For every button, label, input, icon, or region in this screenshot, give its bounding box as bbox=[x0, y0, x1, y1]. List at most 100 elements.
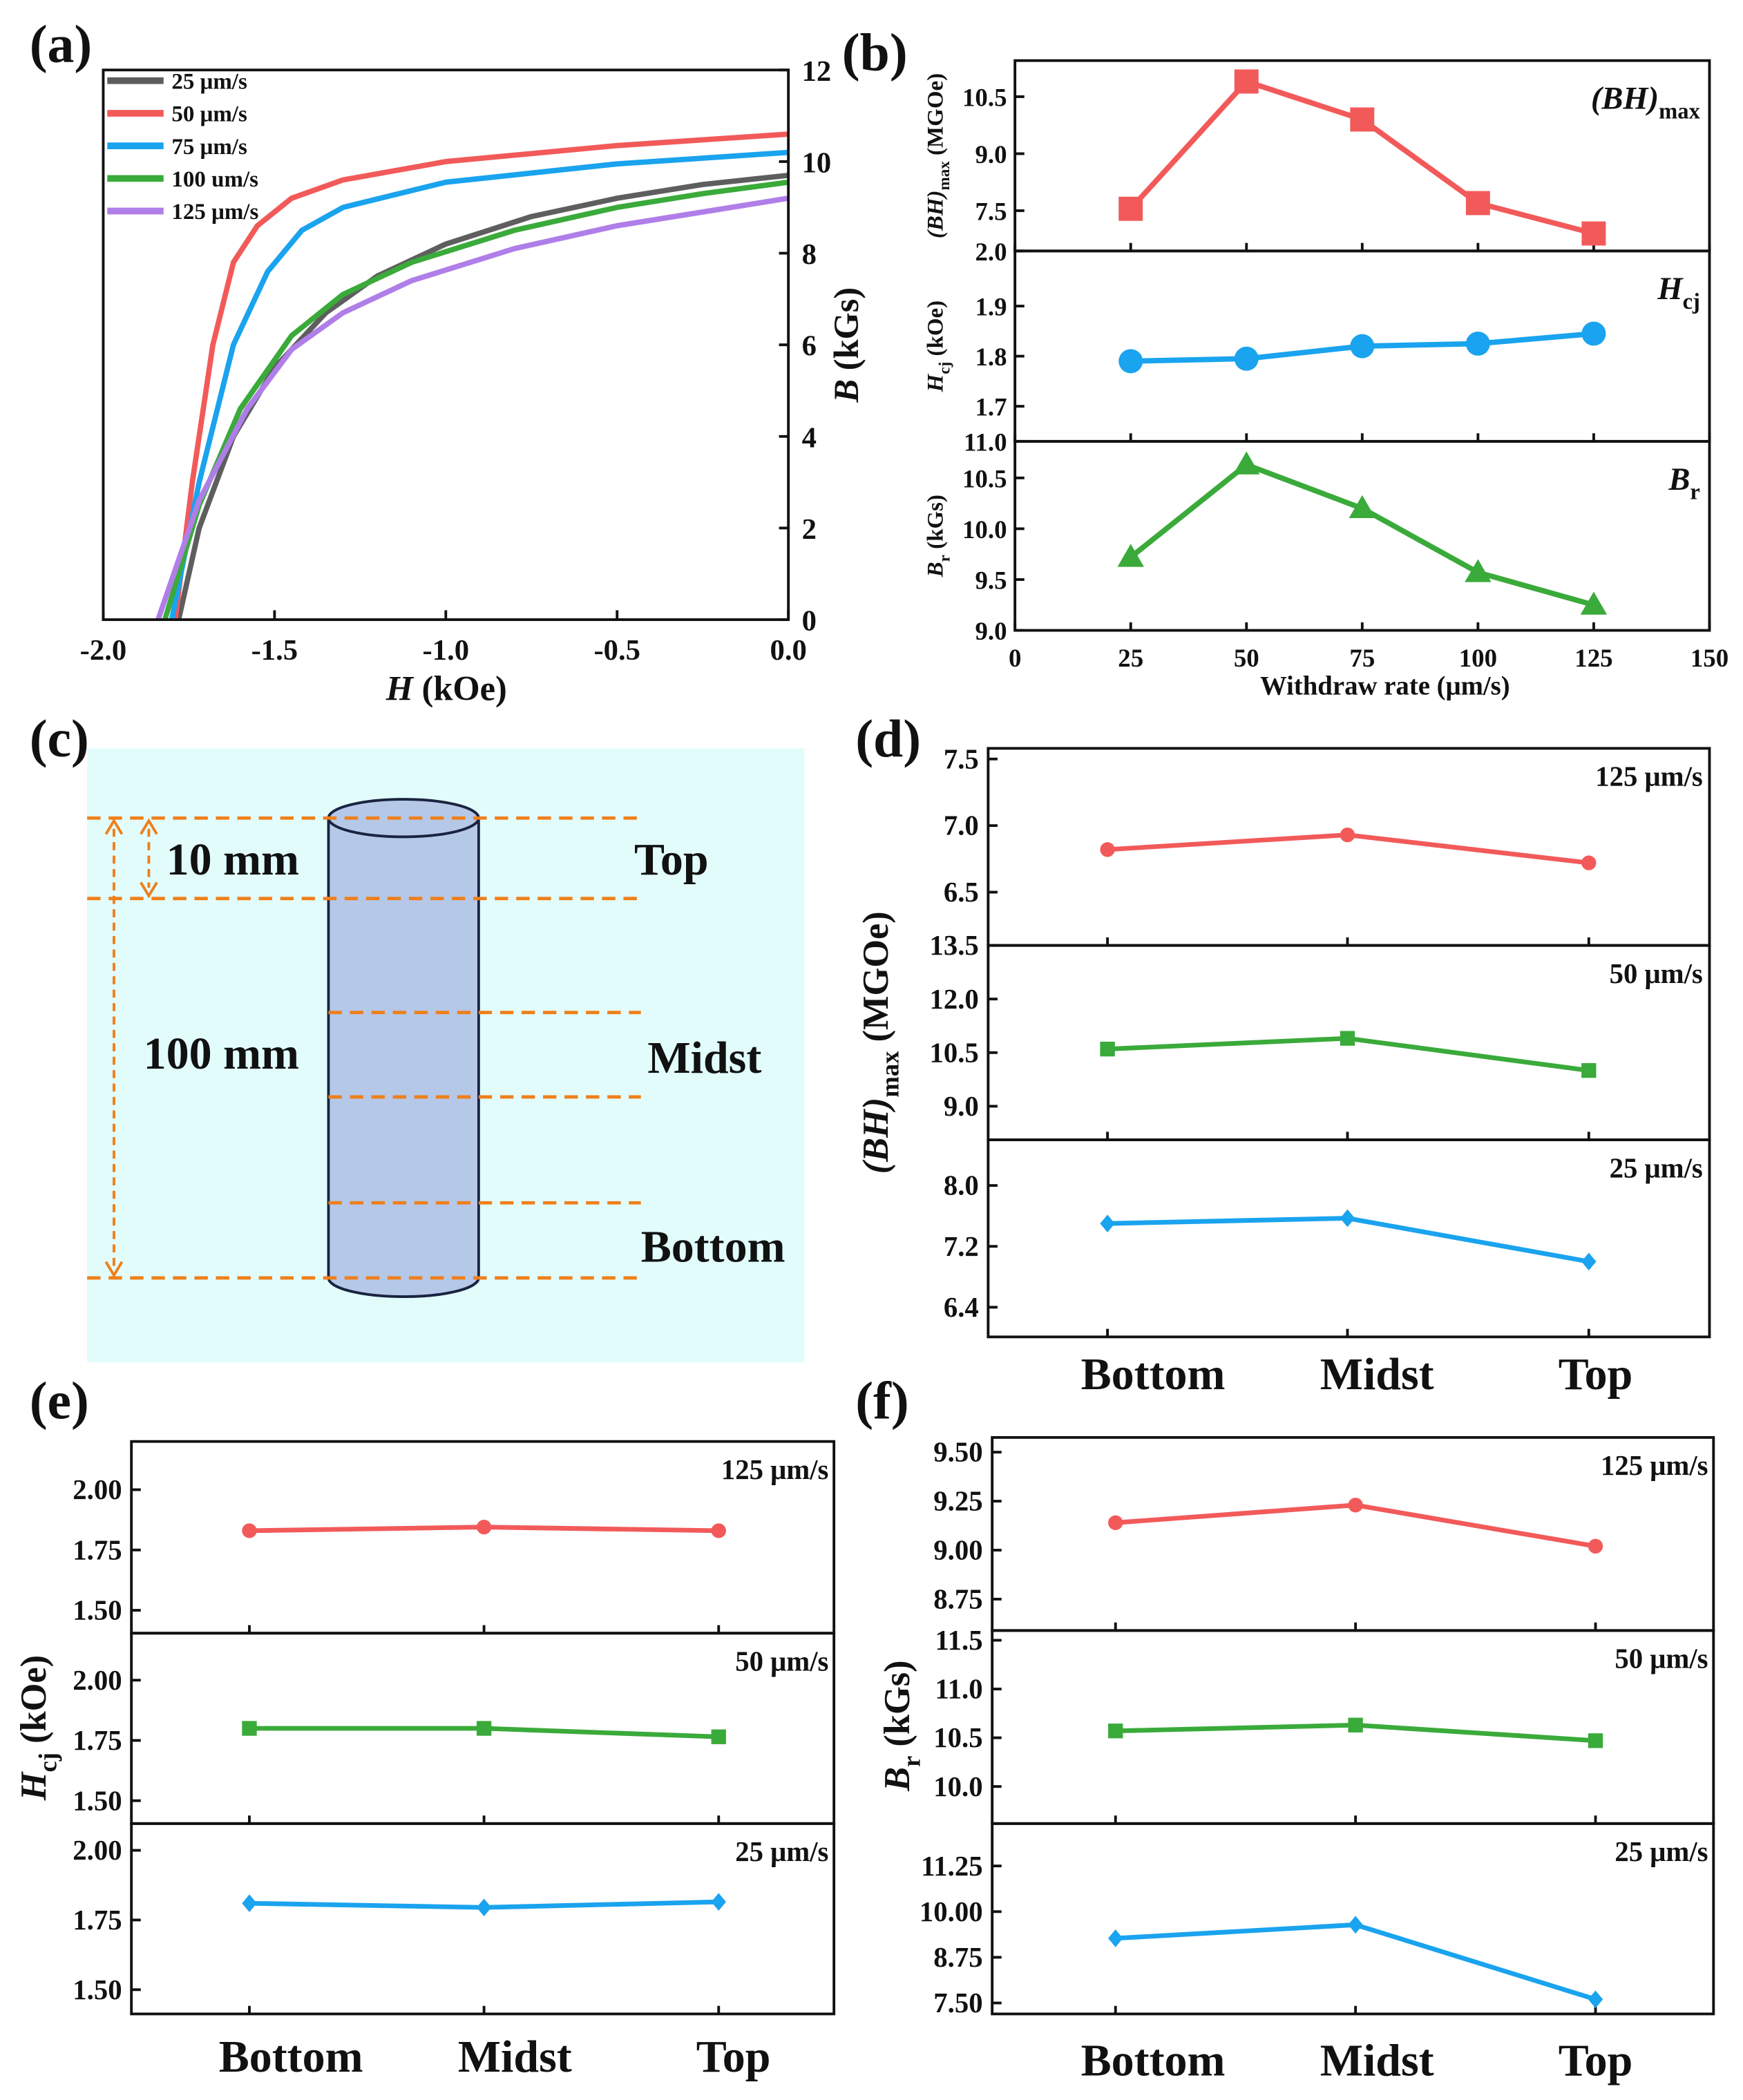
x-tick-label: 50 bbox=[1234, 644, 1259, 672]
subplot-annotation: 50 μm/s bbox=[735, 1646, 828, 1677]
y-tick-label: 1.75 bbox=[73, 1725, 122, 1756]
y-tick-label: 1.7 bbox=[975, 393, 1007, 421]
label-part: cj bbox=[935, 362, 953, 374]
subplot-0: 8.75 9.00 9.25 9.50 125 μm/s bbox=[933, 1435, 1715, 1632]
y-tick-label: 10.5 bbox=[962, 464, 1007, 493]
y-tick-label: 8 bbox=[802, 238, 817, 271]
series-line-3 bbox=[162, 179, 789, 621]
subplot-annotation: (BH)max bbox=[1591, 82, 1701, 124]
data-point bbox=[1348, 1498, 1363, 1513]
label-part: r bbox=[1690, 480, 1699, 505]
label-part: B bbox=[827, 379, 866, 403]
panel-d-chart: 6.5 7.0 7.5 125 μm/s 9.0 10.5 12.0 13.5 50 μm/s 6… bbox=[856, 743, 1711, 1400]
data-point bbox=[711, 1523, 726, 1538]
y-axis-label: Hcj (kOe) bbox=[14, 1655, 62, 1801]
subplot-annotation: Br bbox=[1668, 462, 1700, 505]
subplot-annotation: Hcj bbox=[1657, 271, 1700, 314]
y-tick-label: 11.0 bbox=[964, 428, 1007, 456]
data-point bbox=[1340, 1209, 1355, 1228]
category-label: Bottom bbox=[1081, 1349, 1226, 1400]
data-point bbox=[1349, 495, 1376, 518]
y-tick-label: 4 bbox=[802, 421, 817, 454]
label-part: (kOe) bbox=[14, 1655, 54, 1753]
label-part: (BH) bbox=[1591, 82, 1659, 117]
data-point bbox=[1581, 1252, 1597, 1271]
category-label: Top bbox=[1559, 2036, 1633, 2086]
label-part: max bbox=[876, 1051, 904, 1098]
data-point bbox=[1588, 1990, 1603, 2009]
series-line-1 bbox=[172, 131, 789, 620]
arrow-head bbox=[104, 1261, 124, 1278]
label-part: 125 μm/s bbox=[1595, 761, 1703, 792]
data-point bbox=[1117, 544, 1144, 567]
data-point bbox=[1581, 1063, 1597, 1078]
y-tick-label: 7.50 bbox=[933, 1987, 982, 2018]
y-tick-label: 9.00 bbox=[933, 1535, 982, 1566]
y-tick-label: 0 bbox=[802, 605, 817, 638]
y-tick-label: 9.50 bbox=[933, 1437, 982, 1468]
category-label: Top bbox=[696, 2032, 771, 2082]
subplot-annotation: 125 μm/s bbox=[1595, 761, 1703, 792]
subplot-frame bbox=[1013, 439, 1711, 632]
data-point bbox=[1233, 451, 1260, 475]
data-point bbox=[1108, 1515, 1123, 1530]
position-label-midst: Midst bbox=[647, 1033, 761, 1083]
data-point bbox=[1588, 1538, 1603, 1554]
subplot-frame bbox=[130, 1822, 836, 2016]
subplot-annotation: 50 μm/s bbox=[1615, 1643, 1708, 1674]
legend-entry: 50 μm/s bbox=[171, 102, 247, 127]
series-line bbox=[1129, 461, 1594, 608]
panel-label-e: (e) bbox=[30, 1371, 89, 1431]
data-point bbox=[1118, 196, 1143, 221]
y-tick-label: 1.75 bbox=[73, 1534, 122, 1565]
y-tick-label: 1.50 bbox=[73, 1785, 122, 1816]
y-tick-label: 7.5 bbox=[975, 198, 1007, 226]
category-label: Bottom bbox=[219, 2032, 363, 2082]
data-point bbox=[1108, 1724, 1123, 1739]
panel-f-chart: 8.75 9.00 9.25 9.50 125 μm/s 10.0 10.5 11.0 11.5… bbox=[877, 1435, 1715, 2086]
subplot-annotation: 25 μm/s bbox=[1610, 1152, 1703, 1183]
y-axis-label: B (kGs) bbox=[827, 287, 866, 403]
data-point bbox=[1465, 559, 1492, 582]
panel-label-b: (b) bbox=[842, 22, 908, 82]
legend-entry: 125 μm/s bbox=[171, 200, 258, 225]
y-tick-label: 10.5 bbox=[962, 84, 1007, 112]
data-point bbox=[1581, 855, 1597, 870]
y-tick-label: 10.00 bbox=[920, 1896, 983, 1927]
label-part: r bbox=[935, 555, 953, 562]
series-line-4 bbox=[155, 195, 789, 621]
data-point bbox=[1234, 346, 1259, 371]
x-tick-label: 100 bbox=[1459, 644, 1497, 672]
category-label: Midst bbox=[1320, 1349, 1434, 1400]
category-label: Top bbox=[1559, 1349, 1633, 1400]
x-axis-label: Withdraw rate (μm/s) bbox=[1260, 671, 1510, 701]
label-part: (kGs) bbox=[923, 495, 948, 555]
label-part: H bbox=[1657, 271, 1684, 307]
label-part: (kGs) bbox=[877, 1660, 917, 1755]
y-tick-label: 10.5 bbox=[929, 1037, 978, 1068]
series-line-2 bbox=[169, 149, 789, 620]
y-tick-label: 11.0 bbox=[935, 1674, 983, 1705]
label-part: (kGs) bbox=[827, 287, 866, 379]
panel-b-chart: 2.07.59.010.5 (BH)max(BH)max (MGOe)11.01.… bbox=[923, 59, 1728, 701]
data-point bbox=[242, 1721, 257, 1736]
subplot-annotation: 25 μm/s bbox=[1615, 1836, 1708, 1867]
y-axis-label: Hcj (kOe) bbox=[923, 300, 953, 392]
y-tick-label: 10.0 bbox=[933, 1771, 982, 1802]
data-point bbox=[1100, 842, 1115, 857]
label-part: (kOe) bbox=[413, 669, 507, 707]
data-point bbox=[1581, 321, 1606, 346]
data-point bbox=[1340, 1031, 1355, 1046]
label-part: 50 μm/s bbox=[1615, 1643, 1708, 1674]
y-tick-label: 12 bbox=[802, 55, 832, 88]
dimension-label-100mm: 100 mm bbox=[144, 1029, 299, 1079]
subplot-frame bbox=[991, 1822, 1715, 2016]
y-tick-label: 6 bbox=[802, 330, 817, 363]
legend-entry: 75 μm/s bbox=[171, 135, 247, 160]
subplot-annotation: 125 μm/s bbox=[721, 1454, 829, 1485]
subplot-annotation: 50 μm/s bbox=[1610, 958, 1703, 989]
arrow-head bbox=[104, 818, 124, 835]
label-part: 50 μm/s bbox=[1610, 958, 1703, 989]
legend-entry: 25 μm/s bbox=[171, 69, 247, 94]
y-tick-label: 10 bbox=[802, 146, 832, 179]
